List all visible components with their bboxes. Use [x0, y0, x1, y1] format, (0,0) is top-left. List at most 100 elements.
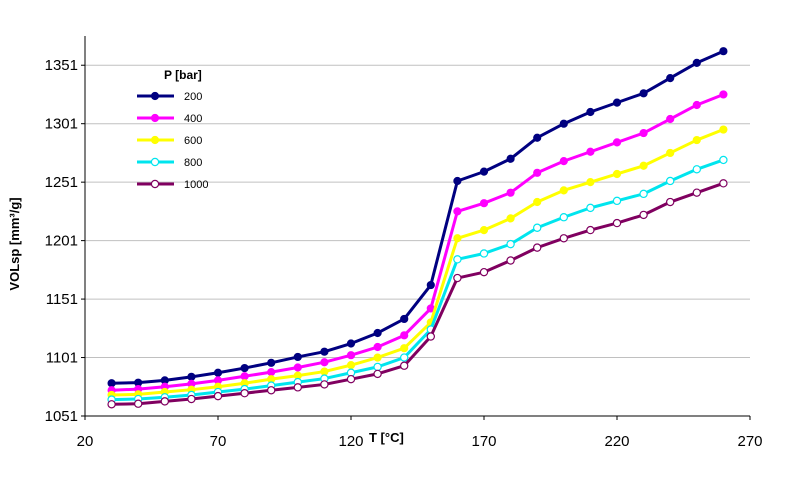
data-point	[559, 234, 569, 243]
data-point	[612, 218, 622, 228]
data-point	[400, 344, 409, 353]
data-point	[479, 225, 489, 235]
series-line	[111, 49, 725, 385]
data-point	[719, 47, 728, 56]
x-tick-label: 170	[471, 433, 496, 450]
series-1000	[107, 179, 728, 409]
data-point	[400, 361, 409, 370]
data-point	[666, 114, 675, 124]
data-point	[453, 207, 462, 216]
x-axis-title: T [°C]	[369, 430, 404, 445]
data-point	[293, 363, 302, 372]
data-point	[346, 361, 356, 370]
data-point	[533, 168, 542, 177]
y-tick-label: 1301	[45, 116, 78, 133]
legend-label: 800	[184, 157, 202, 169]
data-point	[612, 138, 622, 147]
data-point	[586, 178, 595, 187]
data-point	[373, 342, 382, 352]
data-point	[373, 369, 382, 379]
data-point	[692, 135, 701, 145]
data-point	[293, 383, 302, 392]
data-point	[479, 249, 489, 258]
data-point	[426, 332, 435, 341]
data-point	[426, 280, 435, 290]
data-point	[320, 380, 329, 389]
legend-marker	[150, 135, 160, 145]
data-point	[267, 386, 276, 395]
data-point	[533, 223, 542, 232]
grid-layer	[85, 64, 750, 359]
data-point	[506, 214, 515, 223]
data-point	[612, 98, 622, 107]
series-line	[111, 128, 724, 397]
series-line	[111, 181, 724, 406]
data-point	[240, 363, 249, 373]
legend-marker	[150, 113, 160, 123]
data-point	[666, 73, 675, 83]
legend-label: 200	[184, 91, 202, 103]
data-point	[719, 125, 728, 134]
series-line	[111, 93, 724, 392]
data-point	[320, 367, 329, 376]
data-point	[719, 155, 728, 165]
data-point	[293, 352, 302, 362]
data-point	[107, 400, 116, 409]
legend-marker	[150, 179, 160, 189]
data-point	[267, 358, 276, 367]
data-point	[479, 167, 489, 176]
x-tick-label: 220	[604, 433, 629, 450]
data-point	[692, 100, 701, 110]
legend-label: 1000	[184, 179, 208, 191]
data-point	[213, 368, 223, 377]
data-point	[187, 394, 196, 404]
series-200	[107, 47, 728, 388]
data-point	[320, 347, 329, 356]
data-point	[506, 239, 515, 249]
data-point	[506, 256, 515, 265]
data-point	[533, 133, 542, 142]
data-point	[666, 176, 675, 186]
data-point	[559, 186, 568, 195]
series-600	[107, 125, 728, 400]
data-point	[346, 374, 356, 384]
y-tick-label: 1251	[45, 174, 78, 191]
data-point	[213, 391, 223, 401]
legend-marker	[150, 157, 160, 167]
y-tick-label: 1351	[45, 57, 78, 74]
data-point	[506, 154, 515, 163]
data-point	[639, 210, 648, 220]
data-point	[586, 147, 595, 156]
data-point	[612, 169, 622, 179]
data-point	[107, 379, 116, 388]
series-400	[107, 90, 728, 395]
series-800	[107, 155, 728, 404]
data-point	[586, 225, 595, 235]
data-point	[586, 107, 595, 117]
y-tick-label: 1151	[46, 291, 78, 308]
data-point	[639, 189, 648, 199]
data-point	[506, 188, 515, 197]
data-point	[612, 196, 622, 206]
data-point	[639, 161, 648, 170]
data-point	[666, 197, 675, 207]
legend-label: 400	[184, 113, 202, 125]
y-axis-title: VOLsp [mm³/g]	[7, 197, 22, 290]
data-point	[400, 353, 409, 362]
y-tick-label: 1201	[45, 233, 78, 250]
data-point	[346, 339, 356, 348]
data-point	[373, 362, 382, 372]
legend-label: 600	[184, 135, 202, 147]
data-point	[479, 199, 489, 208]
data-point	[400, 314, 409, 324]
axes-layer: 1051 1101 1151 1201 1251 1301 1351 20 70 120 170 22…	[45, 36, 763, 450]
data-point	[692, 188, 702, 197]
data-point	[160, 397, 169, 406]
x-tick-label: 20	[77, 433, 94, 450]
data-point	[719, 90, 728, 99]
legend: P [bar] 200 400 600 800 1000	[137, 68, 208, 191]
x-tick-label: 270	[737, 433, 762, 450]
data-point	[559, 119, 568, 128]
data-point	[719, 179, 728, 188]
y-tick-label: 1101	[46, 350, 78, 367]
